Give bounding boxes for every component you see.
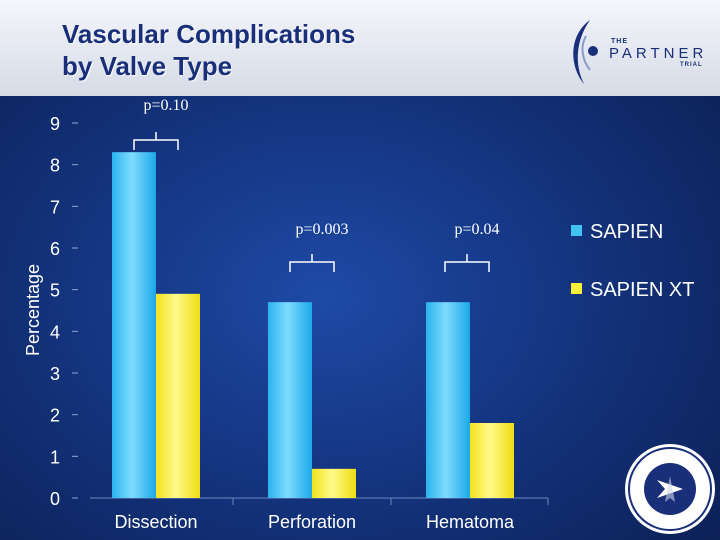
p-value-label: p=0.10	[143, 97, 188, 114]
p-value-bracket	[133, 132, 179, 150]
bar-sapien-xt	[312, 468, 356, 498]
legend-label-sapien: SAPIEN	[590, 221, 664, 243]
p-value-bracket	[289, 254, 335, 272]
title-line-2: by Valve Type	[62, 51, 233, 81]
logo-trial: TRIAL	[680, 62, 703, 68]
legend-label-sapien-xt: SAPIEN XT	[590, 279, 695, 301]
y-tick-label: 3	[50, 364, 60, 384]
bar-sapien	[112, 152, 156, 498]
p-value-label: p=0.04	[454, 221, 499, 238]
y-tick-label: 9	[50, 114, 60, 134]
bar-sapien-xt	[470, 423, 514, 498]
bar-sapien-xt	[156, 293, 200, 498]
x-tick-label: Dissection	[114, 512, 197, 532]
y-tick-label: 4	[50, 322, 60, 342]
y-axis-label: Percentage	[23, 264, 43, 356]
legend-swatch-sapien-xt	[571, 283, 582, 295]
x-tick-label: Perforation	[268, 512, 356, 532]
p-value-label: p=0.003	[295, 221, 348, 238]
title-line-1: Vascular Complications	[62, 19, 356, 49]
y-tick-label: 2	[50, 406, 60, 426]
publications-office-seal-icon	[625, 444, 715, 534]
y-tick-label: 6	[50, 239, 60, 259]
header-band: Vascular Complications by Valve Type THE…	[0, 0, 720, 96]
logo-partner: PARTNER	[609, 45, 708, 62]
partner-logo-icon	[573, 20, 598, 84]
legend-item-sapien: SAPIEN	[571, 221, 663, 244]
y-tick-label: 1	[50, 447, 60, 467]
bar-sapien	[426, 302, 470, 498]
bar-sapien	[268, 302, 312, 498]
page-title: Vascular Complications by Valve Type	[62, 18, 355, 82]
y-tick-label: 0	[50, 489, 60, 509]
legend-item-sapien-xt: SAPIEN XT	[571, 279, 694, 302]
logo-the: THE	[611, 38, 628, 45]
legend-swatch-sapien	[571, 225, 582, 237]
p-value-bracket	[444, 254, 490, 272]
y-tick-label: 7	[50, 197, 60, 217]
y-tick-label: 5	[50, 281, 60, 301]
y-tick-label: 8	[50, 156, 60, 176]
x-tick-label: Hematoma	[426, 512, 515, 532]
